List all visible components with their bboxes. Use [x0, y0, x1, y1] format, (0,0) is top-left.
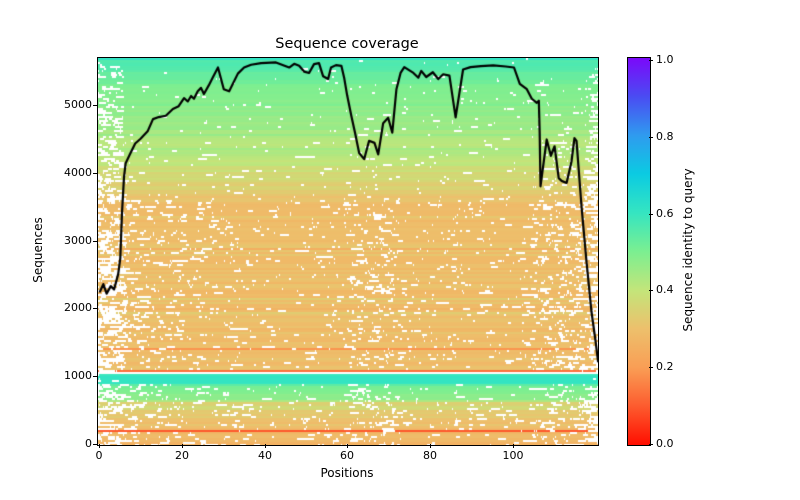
y-tick-label: 2000	[64, 301, 92, 314]
x-tick-mark	[512, 444, 514, 448]
colorbar-tick-label: 0.8	[656, 130, 674, 143]
x-axis-label: Positions	[320, 466, 374, 480]
colorbar-tick-mark	[649, 136, 653, 138]
colorbar-tick-mark	[649, 289, 653, 291]
x-tick-label: 40	[258, 449, 272, 462]
y-tick-label: 3000	[64, 234, 92, 247]
colorbar-tick-mark	[649, 213, 653, 215]
y-tick-mark	[93, 443, 97, 445]
x-tick-label: 0	[95, 449, 103, 462]
x-tick-mark	[181, 444, 183, 448]
x-tick-label: 100	[502, 449, 524, 462]
x-tick-mark	[346, 444, 348, 448]
colorbar-tick-label: 0.2	[656, 360, 674, 373]
colorbar-tick-mark	[649, 443, 653, 445]
y-tick-label: 0	[85, 437, 92, 450]
colorbar-label: Sequence identity to query	[681, 168, 695, 332]
plot-title: Sequence coverage	[275, 36, 419, 52]
y-axis-label: Sequences	[31, 217, 45, 283]
x-tick-mark	[264, 444, 266, 448]
colorbar-tick-label: 1.0	[656, 53, 674, 66]
y-tick-label: 5000	[64, 98, 92, 111]
x-tick-label: 60	[340, 449, 354, 462]
y-tick-label: 4000	[64, 166, 92, 179]
colorbar-tick-mark	[649, 59, 653, 61]
y-tick-mark	[93, 104, 97, 106]
colorbar	[627, 57, 651, 446]
colorbar-tick-label: 0.0	[656, 437, 674, 450]
x-tick-mark	[98, 444, 100, 448]
colorbar-gradient	[628, 58, 650, 445]
msa-heatmap-canvas	[98, 58, 598, 445]
x-tick-label: 20	[175, 449, 189, 462]
y-tick-mark	[93, 307, 97, 309]
y-tick-mark	[93, 375, 97, 377]
x-tick-label: 80	[423, 449, 437, 462]
y-tick-mark	[93, 240, 97, 242]
colorbar-tick-mark	[649, 366, 653, 368]
colorbar-tick-label: 0.6	[656, 207, 674, 220]
colorbar-tick-label: 0.4	[656, 283, 674, 296]
y-tick-mark	[93, 172, 97, 174]
x-tick-mark	[429, 444, 431, 448]
plot-area	[97, 57, 599, 446]
y-tick-label: 1000	[64, 369, 92, 382]
